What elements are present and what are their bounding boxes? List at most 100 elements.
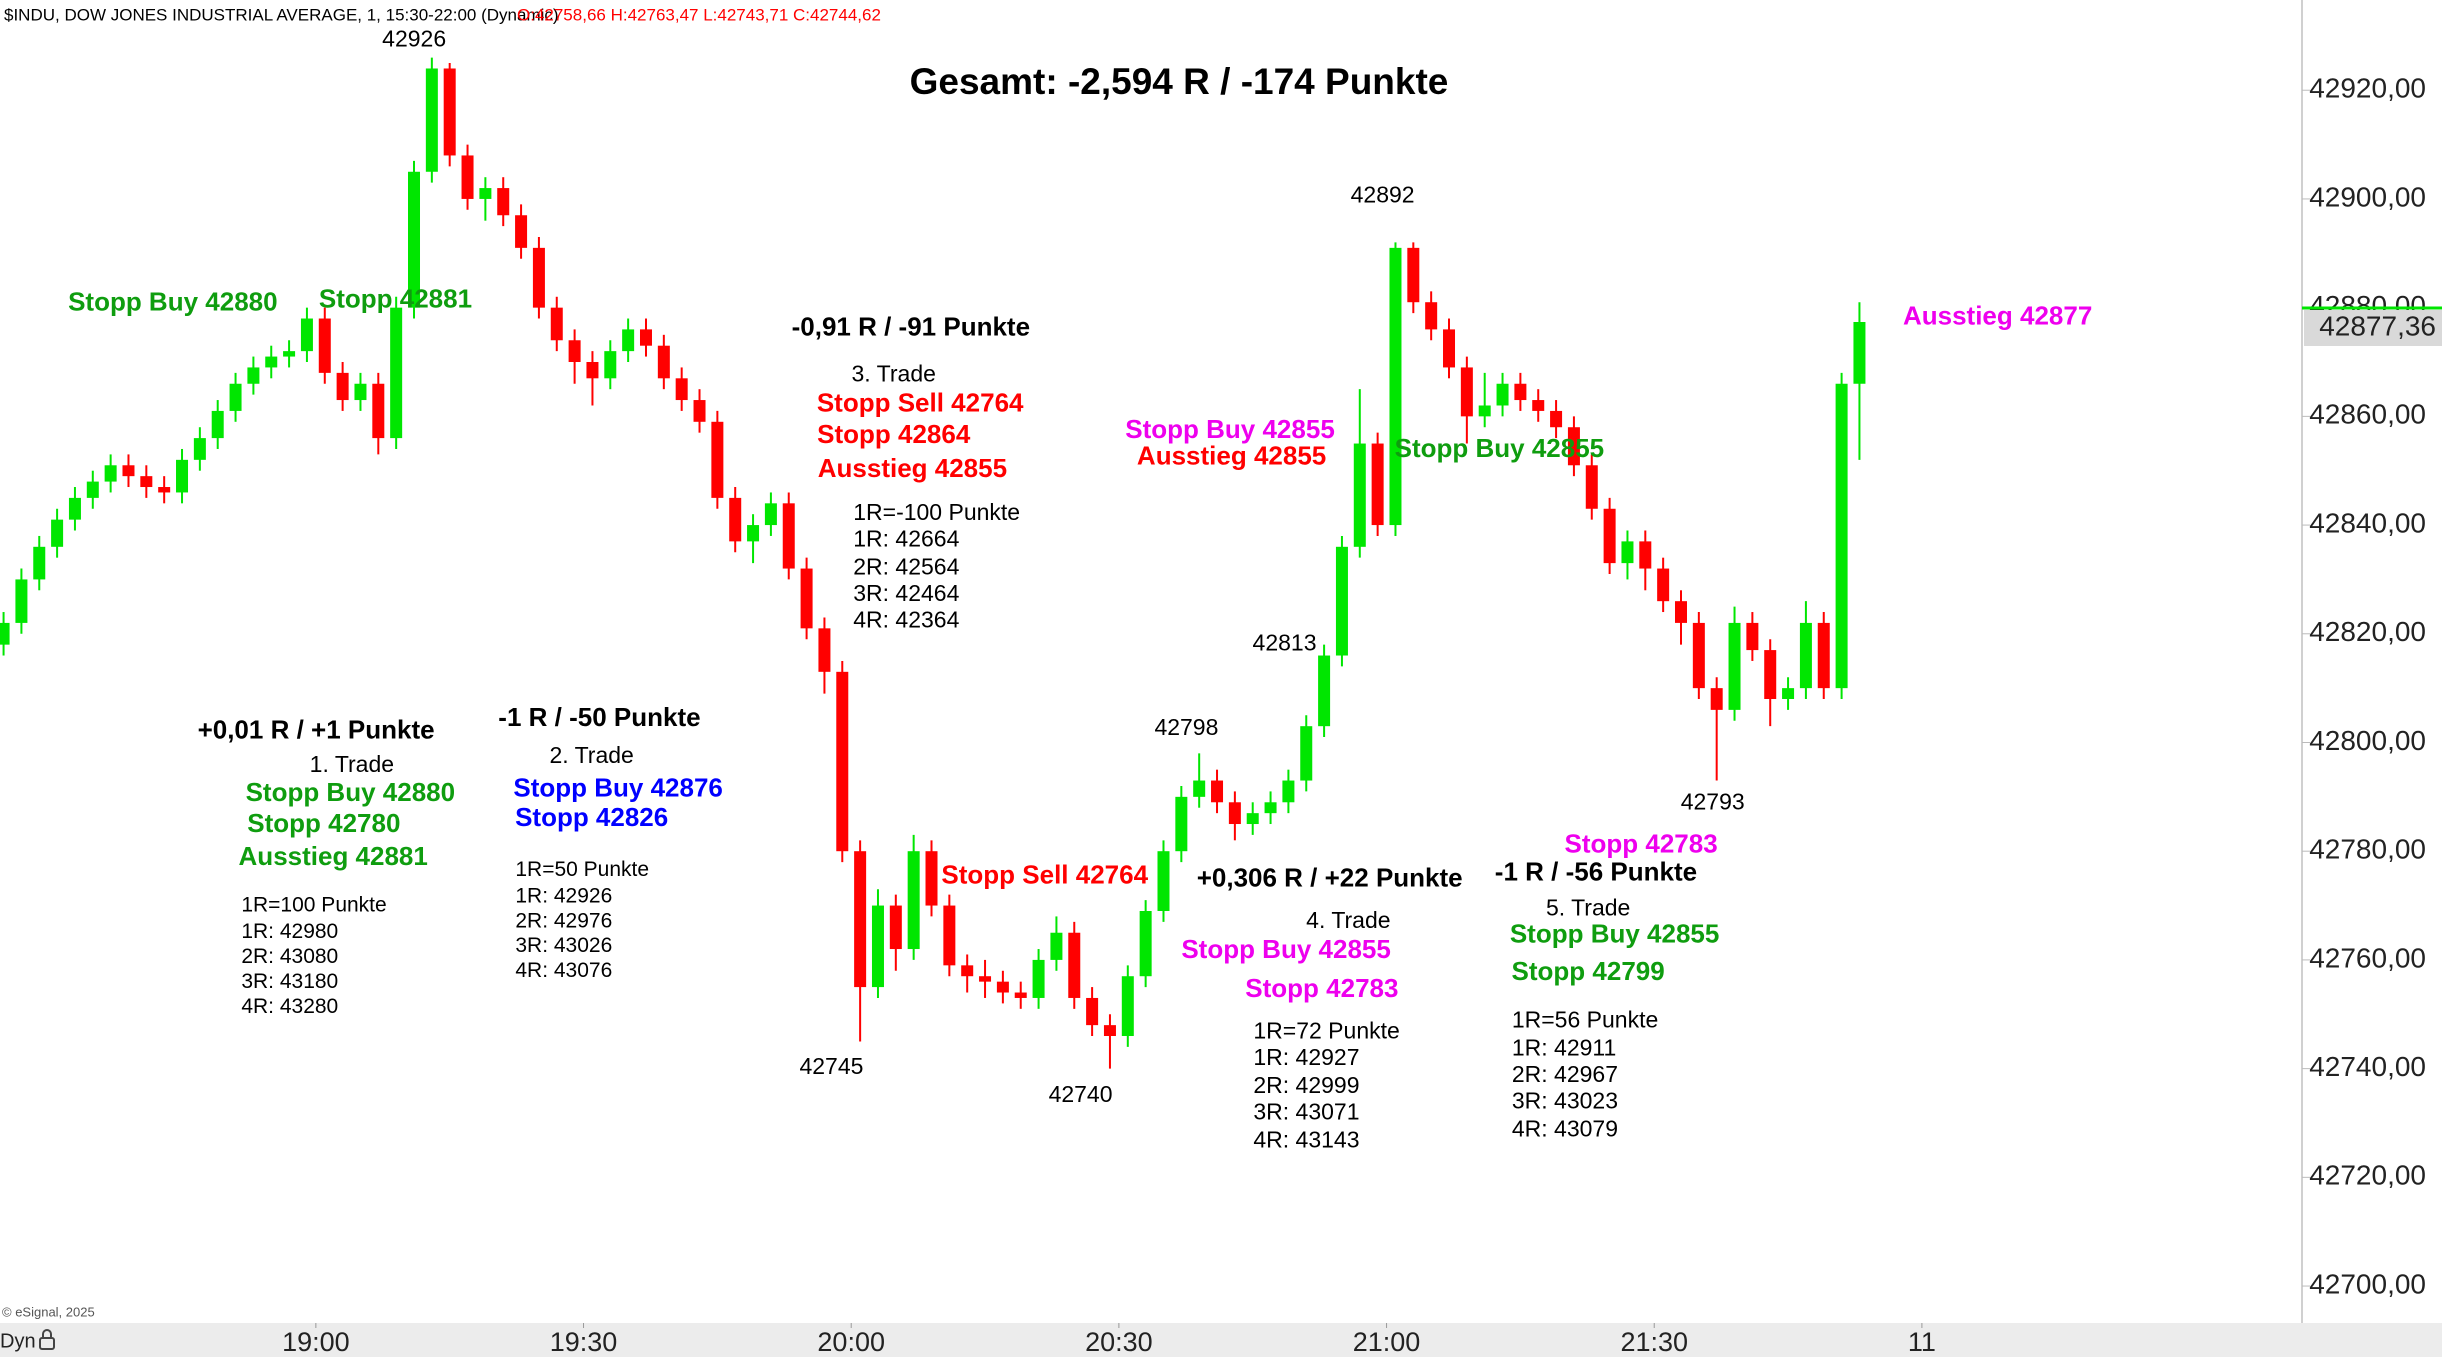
candle-body	[1496, 383, 1509, 406]
annotation: 1R: 42980	[241, 920, 338, 943]
credit: © eSignal, 2025	[2, 1304, 95, 1319]
candle-body	[604, 351, 617, 379]
annotation: Stopp Buy 42855	[1125, 414, 1335, 444]
annotation: 4R: 43143	[1253, 1126, 1359, 1152]
candle-body	[1782, 688, 1795, 700]
candle-body	[354, 383, 367, 401]
candle-body	[1532, 400, 1545, 411]
annotation: 2R: 42564	[853, 553, 959, 579]
candle-body	[229, 383, 242, 411]
annotation: 3R: 43071	[1253, 1098, 1359, 1124]
annotation: Stopp 42783	[1564, 828, 1717, 858]
annotation: Stopp 42826	[515, 802, 668, 832]
annotation: 2R: 43080	[241, 945, 338, 968]
candle-body	[871, 905, 884, 988]
annotation: 4R: 42364	[853, 606, 959, 632]
candle-body	[747, 525, 760, 542]
annotation: 4R: 43280	[241, 995, 338, 1018]
candle-body	[1014, 992, 1027, 998]
candle-body	[1282, 780, 1295, 803]
annotation: 42926	[382, 26, 446, 52]
candle-body	[1835, 383, 1848, 689]
candle-body	[1764, 650, 1777, 700]
candle-body	[1371, 443, 1384, 526]
candle-body	[1853, 321, 1866, 384]
candle-body	[1585, 465, 1598, 509]
annotation: 3. Trade	[852, 360, 936, 386]
annotation: 1R=50 Punkte	[515, 858, 649, 881]
candle-body	[15, 579, 28, 623]
y-tick-label: 42740,00	[2309, 1051, 2426, 1082]
annotation: 1R: 42911	[1512, 1034, 1616, 1060]
candle-body	[675, 378, 688, 401]
candle-body	[1621, 541, 1634, 564]
mode-label[interactable]: Dyn	[0, 1330, 36, 1352]
y-tick-label: 42720,00	[2309, 1160, 2426, 1191]
annotation: Stopp 42783	[1245, 973, 1398, 1003]
annotation: -1 R / -56 Punkte	[1495, 856, 1697, 886]
candle-body	[86, 481, 99, 498]
candle-body	[1674, 601, 1687, 623]
annotation: 4R: 43076	[515, 959, 612, 982]
time-axis-strip	[0, 1323, 2442, 1357]
candle-body	[1264, 802, 1277, 814]
annotation: 42740	[1049, 1081, 1113, 1107]
annotation: Stopp Buy 42880	[68, 286, 278, 316]
y-tick-label: 42800,00	[2309, 725, 2426, 756]
candle-body	[247, 367, 260, 384]
annotation: Ausstieg 42877	[1903, 301, 2092, 331]
candle-body	[818, 628, 831, 672]
annotation: 3R: 43180	[241, 970, 338, 993]
lock-icon[interactable]	[39, 1329, 55, 1350]
candle-body	[1603, 508, 1616, 564]
y-tick-label: 42780,00	[2309, 834, 2426, 865]
candle-body	[1318, 655, 1331, 727]
candle-body	[300, 318, 313, 352]
annotation: Stopp 42780	[247, 808, 400, 838]
candle-body	[1478, 405, 1491, 417]
candles	[0, 57, 1866, 1069]
candle-body	[1657, 568, 1670, 602]
annotation: Stopp 42799	[1512, 956, 1665, 986]
candle-body	[961, 965, 974, 977]
x-tick-label: 19:30	[550, 1327, 618, 1357]
candle-body	[1746, 622, 1759, 651]
annotation: 1R=-100 Punkte	[853, 499, 1020, 525]
annotation: 1R: 42926	[515, 884, 612, 907]
candle-body	[979, 976, 992, 982]
annotation: +0,01 R / +1 Punkte	[198, 715, 435, 745]
candle-body	[1103, 1025, 1116, 1037]
candle-body	[33, 546, 46, 580]
candle-body	[1032, 959, 1045, 998]
x-tick-label: 21:30	[1620, 1327, 1688, 1357]
candle-body	[711, 421, 724, 498]
candle-body	[1121, 976, 1134, 1037]
candle-body	[800, 568, 813, 629]
candle-body	[408, 171, 421, 308]
candle-body	[122, 465, 135, 477]
annotation: Stopp Sell 42764	[817, 388, 1024, 418]
annotation: 42745	[799, 1053, 863, 1079]
candle-body	[1692, 622, 1705, 689]
candle-body	[1817, 622, 1830, 689]
candle-body	[461, 155, 474, 199]
y-tick-label: 42900,00	[2309, 181, 2426, 212]
y-tick-label: 42860,00	[2309, 399, 2426, 430]
annotation: 4. Trade	[1306, 907, 1390, 933]
candle-body	[283, 351, 296, 357]
candle-body	[1389, 247, 1402, 526]
annotation: 42793	[1681, 788, 1745, 814]
candle-body	[425, 68, 438, 172]
annotation: 42892	[1351, 181, 1415, 207]
candle-body	[1710, 688, 1723, 710]
candle-body	[390, 307, 403, 439]
annotation: 42813	[1253, 630, 1317, 656]
candle-body	[1246, 813, 1259, 825]
annotation: 1R=100 Punkte	[241, 894, 386, 917]
chart-title: Gesamt: -2,594 R / -174 Punkte	[910, 61, 1449, 102]
y-tick-label: 42840,00	[2309, 507, 2426, 538]
candle-body	[158, 487, 171, 493]
candle-body	[1211, 780, 1224, 803]
x-tick-label: 20:00	[817, 1327, 885, 1357]
candle-body	[639, 329, 652, 346]
